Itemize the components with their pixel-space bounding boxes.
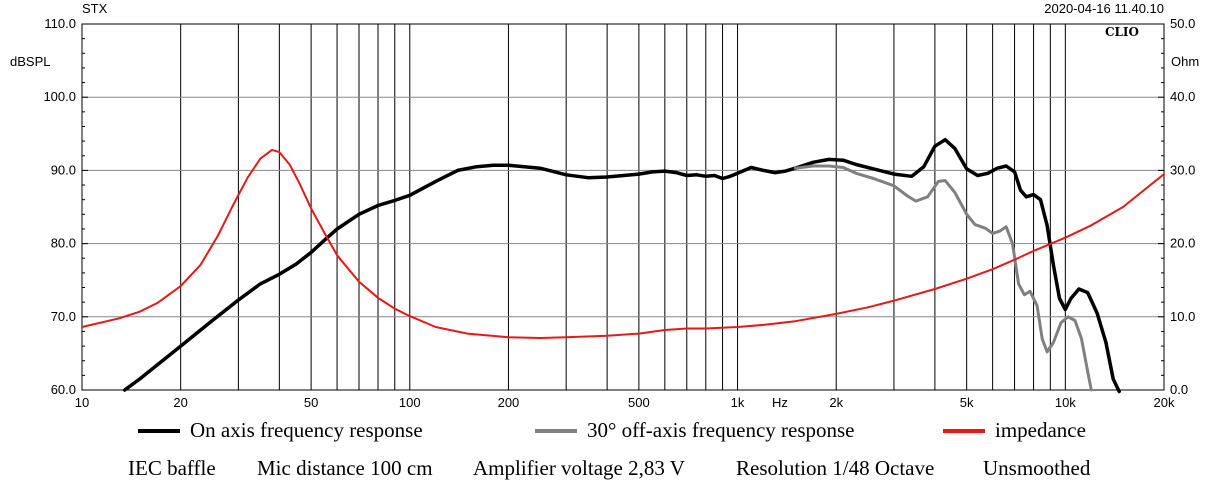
legend: On axis frequency response 30° off-axis …	[0, 418, 1224, 448]
legend-swatch-on-axis	[138, 428, 180, 433]
series-layer	[81, 137, 1165, 394]
x-tick-label: 200	[498, 395, 520, 410]
legend-item-impedance: impedance	[943, 418, 1086, 443]
legend-label-impedance: impedance	[995, 418, 1086, 442]
y-right-tick-label: 50.0	[1170, 16, 1195, 31]
right-unit-label: Ohm	[1171, 54, 1199, 69]
y-left-tick-label: 90.0	[51, 162, 76, 177]
x-tick-label: 10k	[1055, 395, 1076, 410]
plot-frame	[81, 23, 1165, 391]
x-tick-label: 100	[399, 395, 421, 410]
legend-swatch-off-axis	[535, 428, 577, 433]
note-smoothing: Unsmoothed	[983, 456, 1091, 480]
y-right-tick-label: 20.0	[1170, 236, 1195, 251]
clio-logo: CLIO	[1105, 25, 1139, 39]
y-right-tick-label: 40.0	[1170, 89, 1195, 104]
legend-swatch-impedance	[943, 428, 985, 433]
x-tick-label: 500	[628, 395, 650, 410]
x-tick-label: 2k	[829, 395, 843, 410]
series-on-axis-line	[122, 137, 1121, 394]
y-left-tick-label: 80.0	[51, 236, 76, 251]
y-right-tick-label: 30.0	[1170, 162, 1195, 177]
y-right-tick-label: 0.0	[1170, 382, 1188, 397]
note-mic-distance: Mic distance 100 cm	[257, 456, 433, 480]
series-impedance-line	[81, 148, 1165, 339]
y-left-tick-label: 70.0	[51, 309, 76, 324]
x-tick-label: 20k	[1154, 395, 1175, 410]
axis-ticks: 10 20 50 100 200 500 1k 2k 5k 10k 20k 60.0 70.0 80.0 9…	[43, 16, 1195, 410]
note-resolution: Resolution 1/48 Octave	[736, 456, 935, 480]
y-left-tick-label: 110.0	[44, 16, 76, 31]
header-left: STX	[82, 1, 108, 16]
header-right: 2020-04-16 11.40.10	[1044, 1, 1164, 16]
y-right-tick-label: 10.0	[1170, 309, 1195, 324]
frequency-response-chart: STX 2020-04-16 11.40.10 dBSPL Ohm CLIO H…	[10, 1, 1199, 410]
legend-item-on-axis: On axis frequency response	[138, 418, 423, 443]
x-tick-label: 5k	[960, 395, 974, 410]
y-left-tick-label: 60.0	[51, 382, 76, 397]
measurement-notes: IEC baffle Mic distance 100 cm Amplifier…	[0, 456, 1224, 486]
x-tick-label: 50	[304, 395, 318, 410]
x-tick-label: 20	[173, 395, 187, 410]
note-amplifier-voltage: Amplifier voltage 2,83 V	[473, 456, 685, 480]
note-baffle: IEC baffle	[128, 456, 216, 480]
y-left-tick-label: 100.0	[43, 89, 76, 104]
legend-label-off-axis: 30° off-axis frequency response	[587, 418, 855, 442]
x-tick-label: 10	[75, 395, 89, 410]
series-off-axis-line	[793, 164, 1093, 392]
x-unit-label: Hz	[772, 395, 788, 410]
legend-label-on-axis: On axis frequency response	[190, 418, 423, 442]
x-tick-label: 1k	[731, 395, 745, 410]
legend-item-off-axis: 30° off-axis frequency response	[535, 418, 855, 443]
left-unit-label: dBSPL	[10, 54, 50, 69]
